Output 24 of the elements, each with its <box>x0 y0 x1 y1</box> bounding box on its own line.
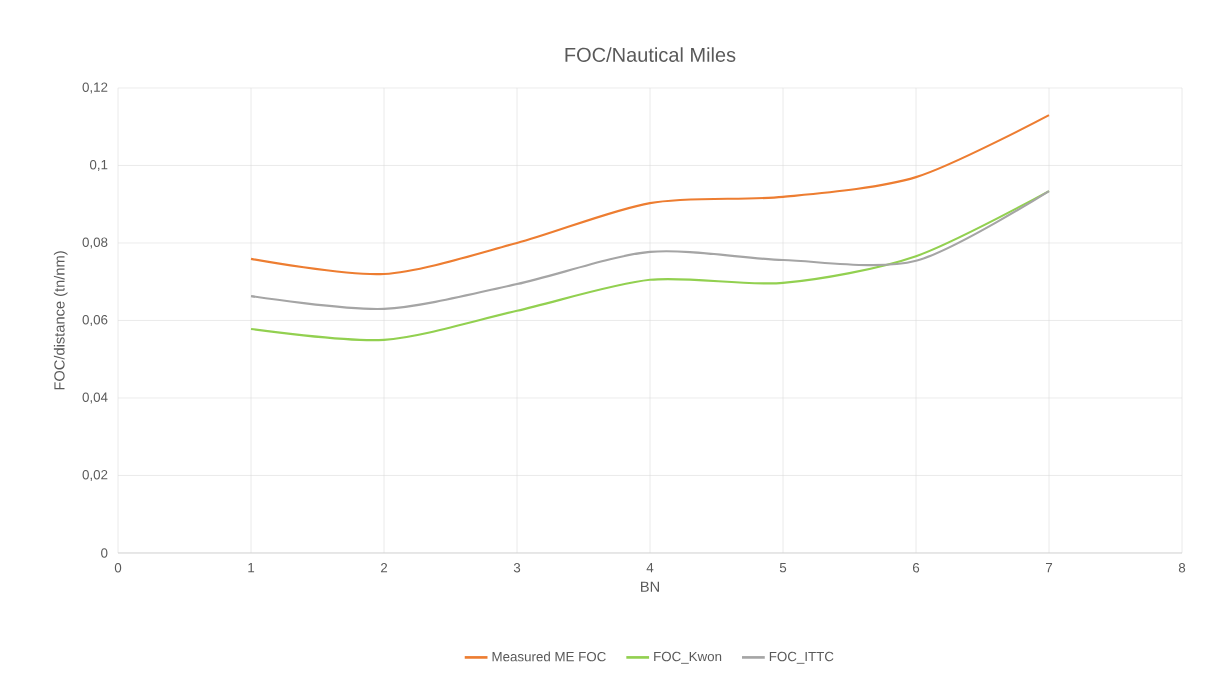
y-tick-label: 0,04 <box>82 392 108 404</box>
x-tick-label: 8 <box>1178 563 1186 573</box>
y-axis-title: FOC/distance (tn/nm) <box>53 251 68 390</box>
y-tick-label: 0,02 <box>82 469 108 481</box>
y-tick-label: 0,1 <box>89 159 108 172</box>
chart-title: FOC/Nautical Miles <box>565 47 736 62</box>
x-tick-label: 6 <box>912 563 920 573</box>
x-tick-label: 2 <box>380 563 388 573</box>
x-tick-label: 3 <box>513 563 521 573</box>
x-tick-label: 7 <box>1045 563 1053 573</box>
x-tick-label: 1 <box>248 563 255 573</box>
x-tick-label: 5 <box>779 563 787 573</box>
legend-label: FOC_Kwon <box>654 651 722 664</box>
y-tick-label: 0,08 <box>82 237 108 249</box>
x-tick-label: 4 <box>646 563 654 573</box>
line-series <box>249 189 1051 310</box>
line-series <box>249 114 1051 276</box>
legend-label: Measured ME FOC <box>492 651 606 662</box>
x-axis-title: BN <box>641 581 659 592</box>
y-tick-label: 0 <box>101 548 108 558</box>
legend-label: FOC_ITTC <box>769 651 834 664</box>
y-tick-label: 0,06 <box>82 314 108 326</box>
x-tick-label: 0 <box>114 563 122 573</box>
y-tick-label: 0,12 <box>82 82 108 94</box>
